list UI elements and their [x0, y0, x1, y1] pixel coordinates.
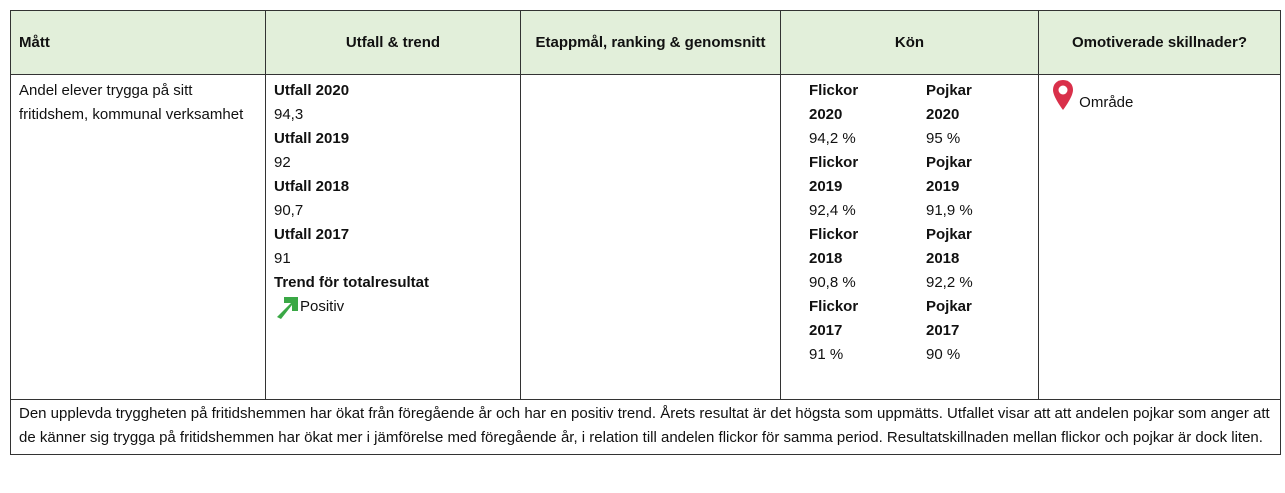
- kon-grid: Flickor 2020 Pojkar 2020 94,2 % 95 % Flickor…: [789, 79, 1030, 367]
- etapp-cell: [520, 74, 781, 400]
- utfall-value: 91: [274, 250, 291, 267]
- pojkar-value: 92,2 %: [926, 274, 973, 291]
- pojkar-label: Pojkar 2017: [926, 298, 972, 339]
- utfall-label: Utfall 2020: [274, 82, 350, 99]
- matt-cell: Andel elever trygga på sitt fritidshem, …: [10, 74, 266, 400]
- header-cell: Mått: [10, 10, 266, 75]
- pojkar-value: 90 %: [926, 346, 961, 363]
- flickor-value: 91 %: [809, 346, 844, 363]
- footer-row: Den upplevda tryggheten på fritidshemmen…: [10, 399, 1281, 455]
- header-cell: Utfall & trend: [265, 10, 521, 75]
- utfall-label: Utfall 2019: [274, 130, 350, 147]
- omotiverade-text: Område: [1079, 94, 1134, 111]
- matt-text: Andel elever trygga på sitt fritidshem, …: [19, 82, 244, 123]
- flickor-label: Flickor 2020: [809, 82, 859, 123]
- header-cell: Etappmål, ranking & genomsnitt: [520, 10, 781, 75]
- header-cell: Omotiverade skillnader?: [1038, 10, 1281, 75]
- footer-cell: Den upplevda tryggheten på fritidshemmen…: [10, 399, 1281, 455]
- pojkar-label: Pojkar 2019: [926, 154, 972, 195]
- pojkar-value: 91,9 %: [926, 202, 973, 219]
- flickor-label: Flickor 2019: [809, 154, 859, 195]
- flickor-value: 94,2 %: [809, 130, 856, 147]
- pojkar-value: 95 %: [926, 130, 961, 147]
- flickor-value: 92,4 %: [809, 202, 856, 219]
- trend-label: Trend för totalresultat: [274, 274, 430, 291]
- results-table: Mått Utfall & trend Etappmål, ranking & …: [10, 10, 1281, 455]
- pojkar-label: Pojkar 2020: [926, 82, 972, 123]
- utfall-value: 94,3: [274, 106, 304, 123]
- utfall-label: Utfall 2017: [274, 226, 350, 243]
- flickor-label: Flickor 2017: [809, 298, 859, 339]
- footer-text: Den upplevda tryggheten på fritidshemmen…: [19, 405, 1270, 446]
- data-row: Andel elever trygga på sitt fritidshem, …: [10, 74, 1281, 400]
- trend-arrow: [277, 297, 298, 319]
- pojkar-label: Pojkar 2018: [926, 226, 972, 267]
- header-row: Mått Utfall & trend Etappmål, ranking & …: [10, 10, 1281, 75]
- omotiverade-cell: Område: [1038, 74, 1281, 400]
- header-cell: Kön: [780, 10, 1039, 75]
- trend-value: Positiv: [300, 298, 345, 315]
- utfall-value: 92: [274, 154, 291, 171]
- utfall-label: Utfall 2018: [274, 178, 350, 195]
- flickor-value: 90,8 %: [809, 274, 856, 291]
- pin-icon: [1053, 80, 1073, 110]
- trend: Positiv: [274, 295, 512, 319]
- flickor-label: Flickor 2018: [809, 226, 859, 267]
- kon-cell: Flickor 2020 Pojkar 2020 94,2 % 95 % Flickor…: [780, 74, 1039, 400]
- utfall-cell: Utfall 2020 94,3 Utfall 2019 92 Utfall 2018 9…: [265, 74, 521, 400]
- utfall-value: 90,7: [274, 202, 304, 219]
